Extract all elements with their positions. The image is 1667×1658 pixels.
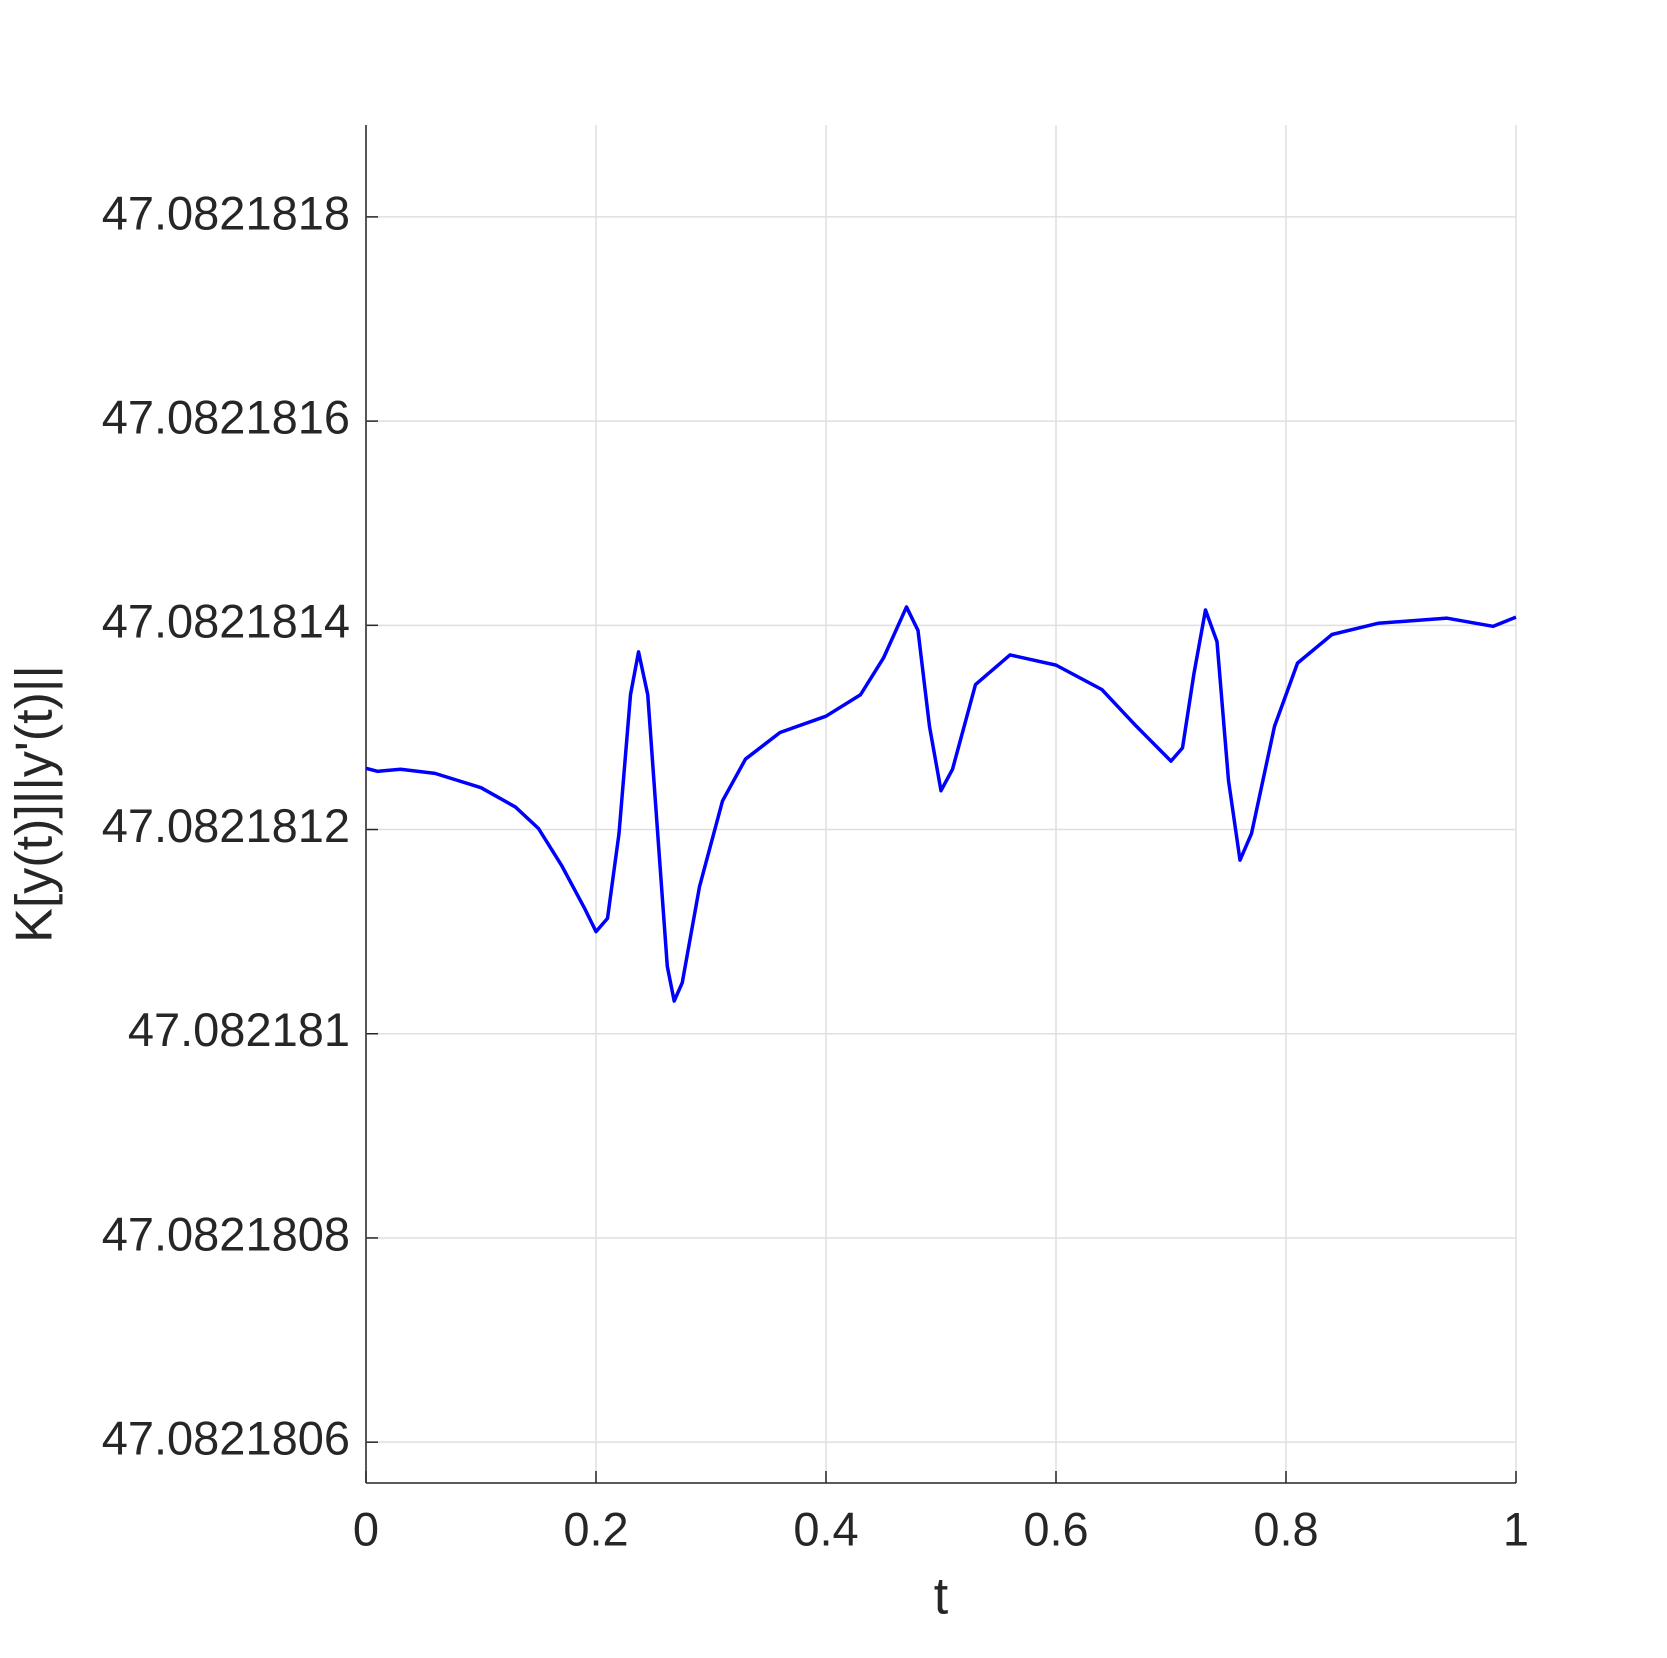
y-tick-label: 47.0821808	[102, 1207, 350, 1260]
x-axis-label: t	[934, 1568, 949, 1626]
x-tick-label: 0.6	[1023, 1502, 1088, 1555]
x-tick-label: 0.8	[1253, 1502, 1318, 1555]
x-tick-label: 0.2	[563, 1502, 628, 1555]
y-tick-label: 47.0821814	[102, 595, 350, 648]
y-tick-label: 47.0821816	[102, 391, 350, 444]
x-tick-label: 0.4	[793, 1502, 858, 1555]
y-tick-label: 47.0821818	[102, 186, 350, 239]
x-tick-label: 1	[1503, 1502, 1529, 1555]
x-tick-label: 0	[353, 1502, 379, 1555]
y-tick-label: 47.0821812	[102, 799, 350, 852]
y-tick-label: 47.082181	[128, 1003, 350, 1056]
y-tick-label: 47.0821806	[102, 1412, 350, 1465]
y-axis-label: K[y(t)]||y'(t)||	[6, 665, 64, 943]
line-series	[365, 605, 1517, 1003]
